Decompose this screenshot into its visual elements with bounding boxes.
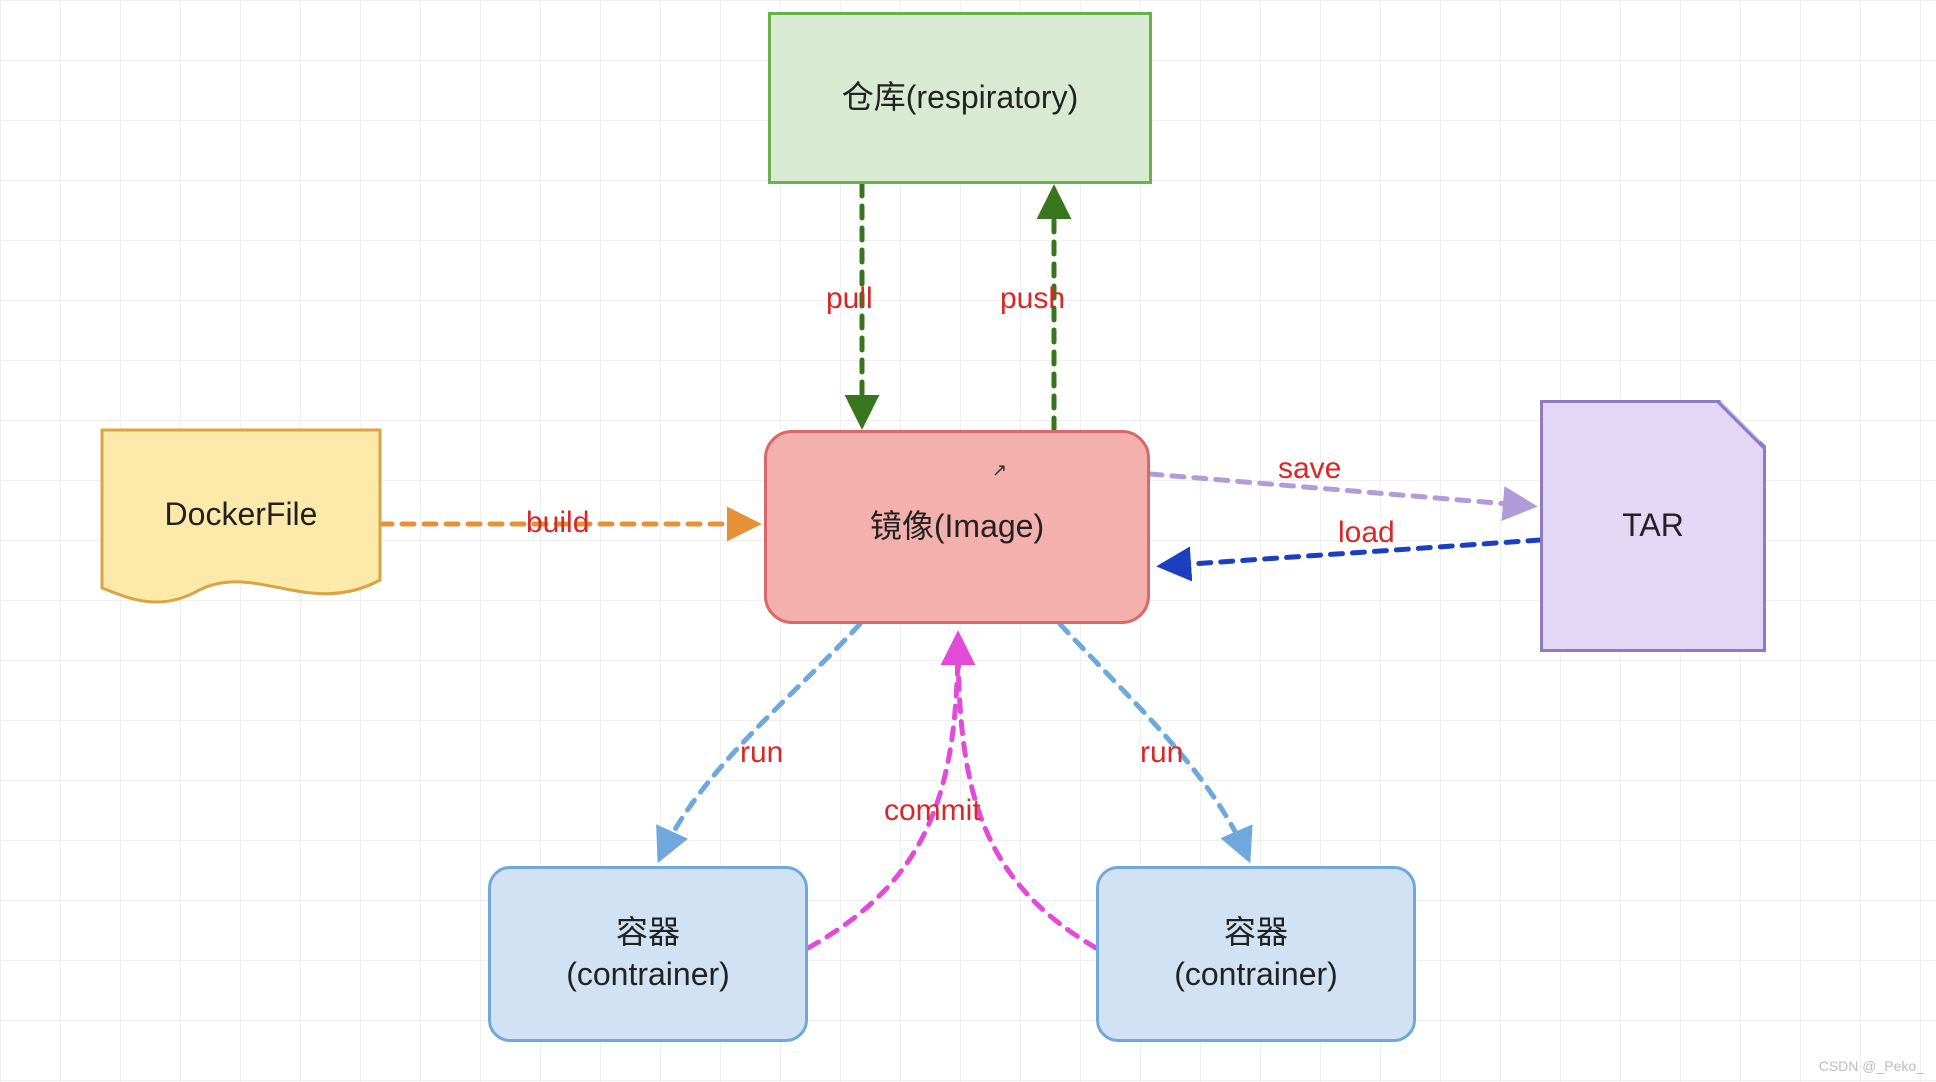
- node-container-1-label: 容器 (contrainer): [566, 912, 730, 995]
- docker-flow-diagram: 仓库(respiratory) 镜像(Image) DockerFile TAR…: [0, 0, 1936, 1082]
- node-tar: TAR: [1540, 400, 1766, 652]
- node-dockerfile-label: DockerFile: [165, 494, 318, 536]
- edge-label-run2: run: [1140, 736, 1183, 770]
- node-tar-label: TAR: [1622, 505, 1684, 547]
- node-repository: 仓库(respiratory): [768, 12, 1152, 184]
- node-container-1: 容器 (contrainer): [488, 866, 808, 1042]
- tar-fold-corner: [1716, 400, 1766, 450]
- watermark: CSDN @_Peko_: [1819, 1058, 1924, 1074]
- edge-label-load: load: [1338, 516, 1395, 550]
- node-dockerfile: DockerFile: [102, 430, 380, 600]
- edge-label-run1: run: [740, 736, 783, 770]
- node-image-label: 镜像(Image): [870, 506, 1044, 548]
- node-container-2: 容器 (contrainer): [1096, 866, 1416, 1042]
- edge-label-save: save: [1278, 452, 1341, 486]
- cursor-icon: ↖: [992, 460, 1007, 481]
- watermark-text: CSDN @_Peko_: [1819, 1058, 1924, 1074]
- node-image: 镜像(Image): [764, 430, 1150, 624]
- edge-label-commit: commit: [884, 794, 981, 828]
- node-container-2-label: 容器 (contrainer): [1174, 912, 1338, 995]
- edge-label-build: build: [526, 506, 589, 540]
- node-repository-label: 仓库(respiratory): [842, 77, 1078, 119]
- edge-label-push: push: [1000, 282, 1065, 316]
- edge-label-pull: pull: [826, 282, 873, 316]
